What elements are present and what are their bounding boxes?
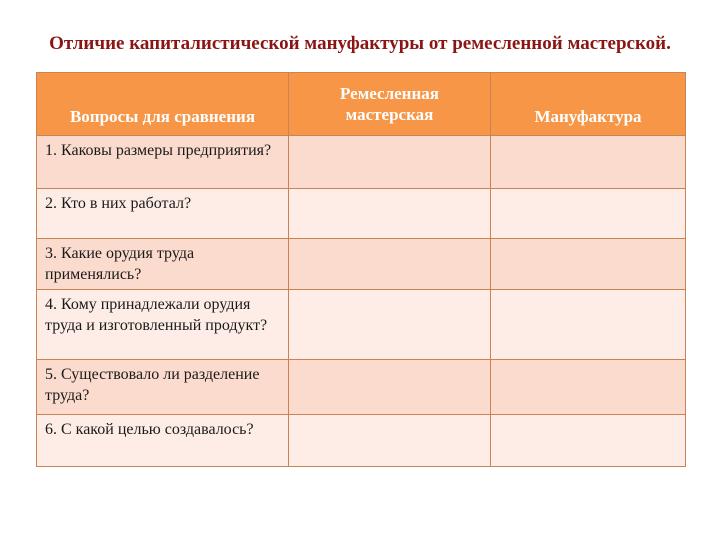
header-questions: Вопросы для сравнения <box>36 72 289 136</box>
cell-workshop[interactable] <box>288 414 491 467</box>
table-row: 3. Какие орудия труда применялись? <box>36 238 686 290</box>
cell-question: 3. Какие орудия труда применялись? <box>36 238 289 290</box>
cell-manufactory[interactable] <box>490 188 686 239</box>
header-manufactory: Мануфактура <box>490 72 686 136</box>
cell-question: 4. Кому принадлежали орудия труда и изго… <box>36 289 289 360</box>
cell-manufactory[interactable] <box>490 414 686 467</box>
comparison-table: Вопросы для сравнения Ремесленная мастер… <box>36 72 686 467</box>
cell-workshop[interactable] <box>288 188 491 239</box>
cell-workshop[interactable] <box>288 238 491 290</box>
table-row: 6. С какой целью создавалось? <box>36 414 686 467</box>
cell-question: 6. С какой целью создавалось? <box>36 414 289 467</box>
table-row: 4. Кому принадлежали орудия труда и изго… <box>36 289 686 360</box>
cell-question: 2. Кто в них работал? <box>36 188 289 239</box>
cell-manufactory[interactable] <box>490 135 686 189</box>
header-row: Вопросы для сравнения Ремесленная мастер… <box>36 72 686 136</box>
header-workshop: Ремесленная мастерская <box>288 72 491 136</box>
cell-workshop[interactable] <box>288 289 491 360</box>
table-row: 1. Каковы размеры предприятия? <box>36 135 686 189</box>
cell-workshop[interactable] <box>288 359 491 415</box>
cell-manufactory[interactable] <box>490 238 686 290</box>
cell-question: 5. Существовало ли разделение труда? <box>36 359 289 415</box>
cell-manufactory[interactable] <box>490 359 686 415</box>
table-row: 5. Существовало ли разделение труда? <box>36 359 686 415</box>
cell-manufactory[interactable] <box>490 289 686 360</box>
slide-title: Отличие капиталистической мануфактуры от… <box>49 33 671 54</box>
cell-question: 1. Каковы размеры предприятия? <box>36 135 289 189</box>
cell-workshop[interactable] <box>288 135 491 189</box>
table-row: 2. Кто в них работал? <box>36 188 686 239</box>
